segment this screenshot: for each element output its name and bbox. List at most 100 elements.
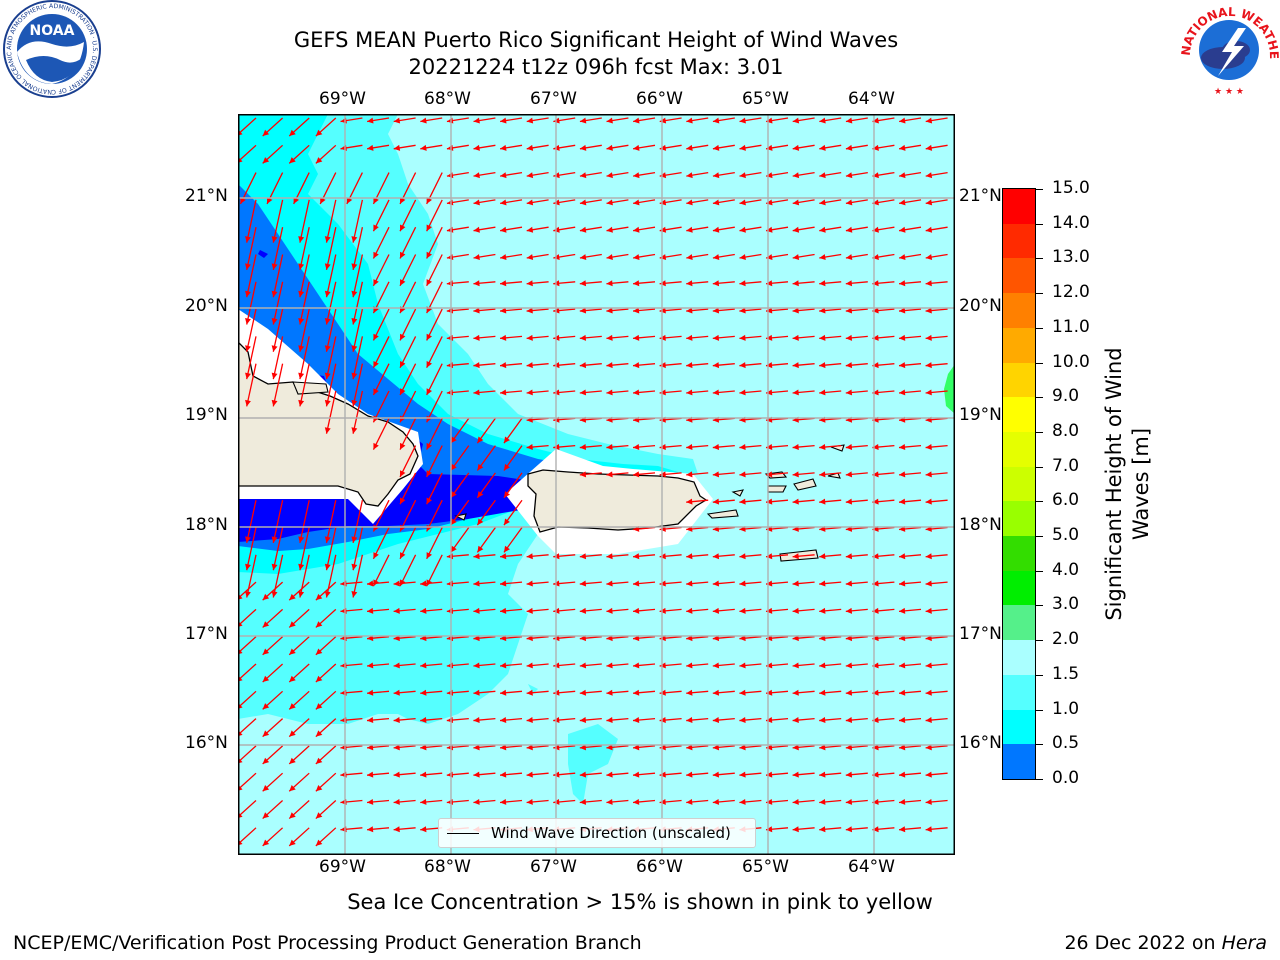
wave-direction-arrowhead [373,197,379,204]
wave-direction-arrowhead [426,279,433,286]
wave-direction-arrowhead [426,470,433,477]
wave-direction-arrowhead [473,172,480,179]
wave-direction-arrowhead [579,280,587,287]
wave-direction-arrowhead [271,536,278,543]
colorbar-tick-label: 4.0 [1052,559,1080,580]
wave-direction-arrowhead [393,689,400,696]
wave-direction-arrow [352,227,364,271]
colorbar-tick-label: 11.0 [1052,316,1090,337]
wave-direction-arrowhead [739,471,746,478]
wave-direction-arrowhead [289,757,296,764]
wave-direction-arrowhead [503,436,510,444]
wave-direction-arrow [272,281,284,325]
colorbar-tick-label: 12.0 [1052,282,1090,303]
wave-direction-arrowhead [712,226,720,233]
wave-direction-arrowhead [925,144,933,151]
wave-direction-arrowhead [351,317,358,325]
wave-direction-arrowhead [245,345,251,352]
wave-direction-arrowhead [899,744,906,751]
wave-direction-arrowhead [766,498,773,505]
wave-direction-arrowhead [400,388,406,396]
wave-direction-arrowhead [500,389,507,396]
wave-direction-arrowhead [925,199,933,206]
wave-direction-arrowhead [426,388,433,396]
wave-direction-arrowhead [526,580,533,587]
wave-direction-arrowhead [792,798,799,805]
wave-direction-arrowhead [712,444,720,451]
wave-direction-arrowhead [633,362,640,369]
wave-direction-arrow [352,390,364,434]
wave-direction-arrowhead [473,280,480,287]
map-legend: Wind Wave Direction (unscaled) [438,818,756,848]
wave-direction-arrowhead [925,689,932,696]
wave-direction-arrowhead [351,290,358,298]
wave-direction-arrowhead [579,254,587,261]
wave-direction-arrowhead [633,307,640,314]
wave-direction-arrowhead [446,172,454,179]
wave-direction-arrowhead [315,839,323,846]
wave-direction-arrowhead [872,172,879,179]
wave-direction-arrowhead [712,199,720,206]
wave-direction-arrowhead [420,144,427,151]
wave-direction-arrowhead [245,290,251,298]
wave-direction-arrowhead [712,744,720,751]
wave-direction-arrowhead [633,444,640,451]
colorbar-swatch [1003,189,1035,224]
lat-label-left-17n: 17°N [185,624,228,644]
lon-label-bottom-68w: 68°W [424,857,471,877]
wave-direction-arrowhead [367,607,374,614]
wave-direction-arrowhead [633,744,640,751]
wave-direction-arrowhead [473,254,480,261]
wave-direction-arrowhead [351,263,358,270]
colorbar-tick-mark [1036,258,1043,260]
wave-direction-arrowhead [606,334,613,341]
wave-direction-arrowhead [792,254,800,261]
colorbar-tick-mark [1036,640,1043,642]
wave-direction-arrowhead [686,307,693,314]
wave-direction-arrowhead [845,471,853,478]
lat-label-right-21n: 21°N [959,186,1002,206]
wave-direction-arrowhead [324,536,331,543]
wave-direction-arrowhead [315,648,323,655]
wave-direction-arrow [299,308,310,352]
wave-direction-arrowhead [526,444,533,451]
wave-direction-arrowhead [712,334,720,341]
wave-direction-arrowhead [393,144,401,151]
wave-direction-arrowhead [872,662,879,669]
wave-direction-arrowhead [393,117,401,124]
wave-direction-arrowhead [500,254,507,261]
colorbar-tick-label: 2.0 [1052,629,1080,650]
colorbar-swatch [1003,744,1035,779]
wave-direction-arrowhead [271,345,278,352]
wave-direction-arrowhead [845,334,853,341]
wave-direction-arrowhead [845,444,853,451]
wave-direction-arrowhead [633,254,640,261]
wave-direction-arrowhead [262,129,270,137]
wave-direction-arrowhead [271,236,278,243]
footer-branch: NCEP/EMC/Verification Post Processing Pr… [13,932,642,954]
colorbar-tick-mark [1036,536,1043,538]
wave-direction-arrowhead [271,563,278,571]
wave-direction-arrowhead [400,279,406,286]
wave-direction-arrowhead [819,471,826,478]
nws-logo: NATIONAL WEATHER SERVICE ★ ★ ★ [1178,0,1280,98]
wave-direction-arrowhead [400,552,406,559]
wave-direction-arrow [325,199,337,243]
wave-direction-arrowhead [819,607,826,614]
wave-direction-arrowhead [925,362,932,369]
wave-direction-arrowhead [579,117,587,124]
wave-direction-arrowhead [872,580,879,587]
wave-direction-arrowhead [845,580,853,587]
wave-direction-arrowhead [426,333,433,341]
lon-label-top-69w: 69°W [319,89,366,109]
wave-direction-arrowhead [899,444,906,451]
lat-label-left-20n: 20°N [185,296,228,316]
wave-direction-arrow [272,363,284,407]
wave-direction-arrowhead [792,226,800,233]
wave-direction-arrowhead [579,717,587,724]
colorbar-tick-mark [1036,709,1043,711]
wave-direction-arrowhead [739,172,746,179]
wave-direction-arrowhead [373,360,379,368]
wave-direction-arrowhead [393,771,400,778]
wave-direction-arrowhead [659,280,666,287]
